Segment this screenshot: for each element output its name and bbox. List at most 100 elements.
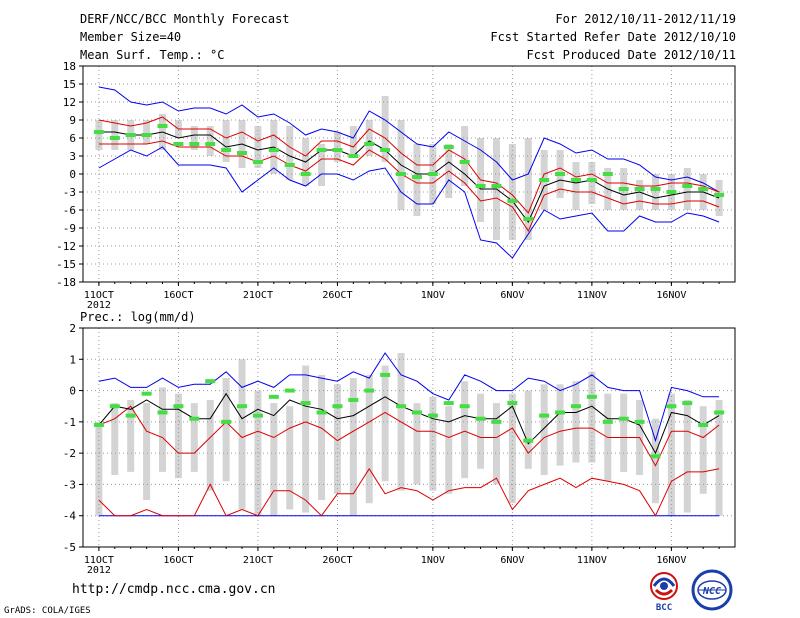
temp-spread-bar (222, 120, 230, 162)
temp-marker (682, 184, 693, 188)
temp-marker (555, 172, 566, 176)
prec-marker (491, 419, 502, 424)
temp-ytick-label: -9 (63, 222, 76, 235)
prec-ytick-label: 1 (69, 353, 76, 366)
fcst-started-date: Fcst Started Refer Date 2012/10/10 (490, 30, 736, 44)
bcc-logo-text: BCC (656, 603, 672, 612)
temp-ytick-label: 15 (63, 78, 76, 91)
prec-spread-bar (651, 418, 659, 504)
temp-marker (141, 133, 152, 137)
prec-marker (427, 413, 438, 418)
temp-marker (586, 178, 597, 182)
prec-marker (332, 404, 343, 409)
chart-title: DERF/NCC/BCC Monthly Forecast (80, 12, 290, 26)
bcc-logo: BCC (642, 568, 686, 613)
prec-ytick-label: 2 (69, 322, 76, 335)
prec-spread-bar (111, 403, 119, 476)
prec-marker (586, 394, 597, 399)
temp-marker (443, 145, 454, 149)
prec-xtick-label: 1NOV (421, 555, 445, 566)
prec-spread-bar (699, 406, 707, 494)
temp-spread-bar (190, 126, 198, 150)
temp-marker (570, 178, 581, 182)
prec-marker (364, 388, 375, 393)
temp-spread-bar (143, 120, 151, 144)
temp-xtick-label: 26OCT (322, 290, 352, 301)
temp-marker (300, 172, 311, 176)
source-url[interactable]: http://cmdp.ncc.cma.gov.cn (72, 582, 276, 597)
variable-label: Mean Surf. Temp.: °C (80, 48, 225, 62)
prec-spread-bar (159, 387, 167, 472)
prec-xtick-label: 16OCT (163, 555, 193, 566)
prec-spread-bar (333, 384, 341, 494)
prec-frame (82, 327, 736, 548)
prec-spread-bar (588, 371, 596, 463)
prec-marker (237, 404, 248, 409)
temp-ytick-label: -15 (56, 258, 76, 271)
prec-xtick-label: 16NOV (656, 555, 686, 566)
prec-spread-bar (127, 399, 135, 472)
prec-marker (284, 388, 295, 393)
temp-marker (666, 190, 677, 194)
temp-spread-bar (413, 144, 421, 216)
prec-marker (634, 419, 645, 424)
prec-ytick-label: -1 (63, 416, 76, 429)
temp-spread-bar (349, 126, 357, 156)
grads-credit: GrADS: COLA/IGES (4, 606, 91, 616)
prec-spread-bar (556, 384, 564, 466)
prec-marker (555, 410, 566, 415)
ncc-logo: NCC (690, 568, 734, 612)
temp-ytick-label: -6 (63, 204, 76, 217)
temp-marker (332, 148, 343, 152)
temp-ytick-label: -3 (63, 186, 76, 199)
prec-marker (173, 404, 184, 409)
temp-xtick-label: 16OCT (163, 290, 193, 301)
temp-marker (109, 136, 120, 140)
prec-ytick-label: -3 (63, 478, 76, 491)
temp-marker (364, 142, 375, 146)
prec-spread-bar (270, 403, 278, 516)
prec-marker (125, 413, 136, 418)
temp-xtick-label: 11NOV (577, 290, 607, 301)
prec-spread-bar (492, 403, 500, 485)
temp-spread-bar (636, 180, 644, 210)
temp-marker (427, 172, 438, 176)
prec-xtick-label: 26OCT (322, 555, 352, 566)
prec-marker (205, 379, 216, 384)
prec-min-line (98, 467, 720, 517)
prec-marker (475, 416, 486, 421)
prec-xtick-label: 6NOV (500, 555, 524, 566)
prec-spread-bar (174, 393, 182, 479)
temp-spread-bar (318, 144, 326, 186)
temp-ytick-label: -12 (56, 240, 76, 253)
temp-min-line (98, 146, 720, 259)
temp-spread-bar (111, 120, 119, 150)
prec-marker (189, 416, 200, 421)
prec-year-label: 2012 (87, 565, 111, 576)
temp-marker (507, 199, 518, 203)
temp-xtick-label: 21OCT (243, 290, 273, 301)
prec-marker (507, 401, 518, 406)
temp-ytick-label: -18 (56, 276, 76, 289)
prec-marker (650, 454, 661, 459)
temp-spread-bar (508, 144, 516, 240)
temp-marker (634, 187, 645, 191)
prec-spread-bar (206, 399, 214, 491)
prec-spread-bar (238, 359, 246, 510)
ncc-logo-text: NCC (702, 586, 721, 597)
temp-spread-bar (524, 138, 532, 240)
temp-marker (93, 130, 104, 134)
forecast-period: For 2012/10/11-2012/11/19 (555, 12, 736, 26)
prec-spread-bar (620, 393, 628, 472)
prec-marker (348, 397, 359, 402)
member-size: Member Size=40 (80, 30, 182, 44)
temp-year-label: 2012 (87, 300, 111, 311)
prec-marker (523, 438, 534, 443)
prec-marker (93, 422, 104, 427)
temp-spread-bar (365, 120, 373, 156)
prec-spread-bar (413, 403, 421, 485)
prec-spread-bar (190, 403, 198, 472)
prec-marker (141, 391, 152, 396)
temp-ytick-label: 18 (63, 60, 76, 73)
prec-marker (666, 404, 677, 409)
